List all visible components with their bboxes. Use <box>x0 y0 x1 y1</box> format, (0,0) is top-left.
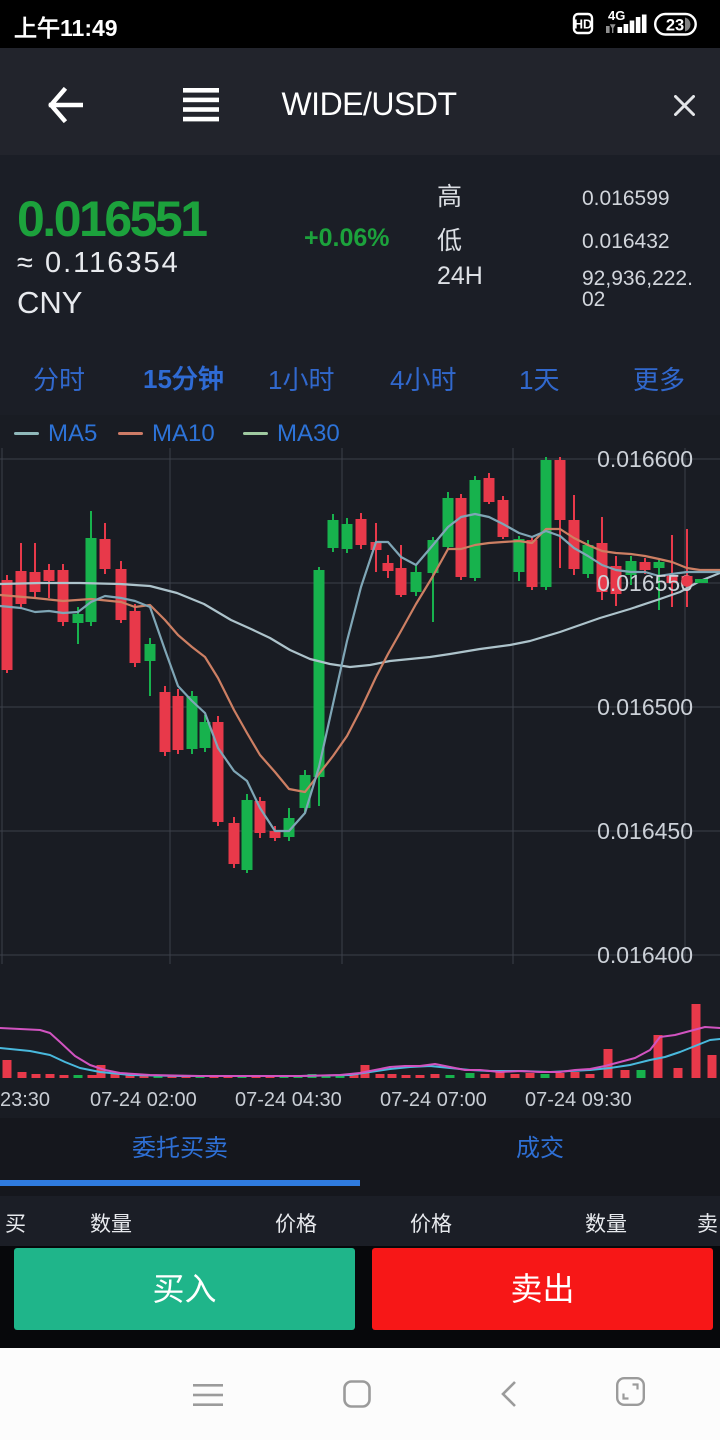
svg-text:4G: 4G <box>608 8 625 23</box>
svg-text:0.016400: 0.016400 <box>597 942 693 968</box>
svg-text:0.016600: 0.016600 <box>597 446 693 472</box>
svg-text:0.016550: 0.016550 <box>597 570 693 596</box>
svg-text:0.016450: 0.016450 <box>597 818 693 844</box>
svg-text:0.016500: 0.016500 <box>597 694 693 720</box>
svg-text:HD: HD <box>574 18 592 32</box>
svg-text:23: 23 <box>666 17 684 35</box>
